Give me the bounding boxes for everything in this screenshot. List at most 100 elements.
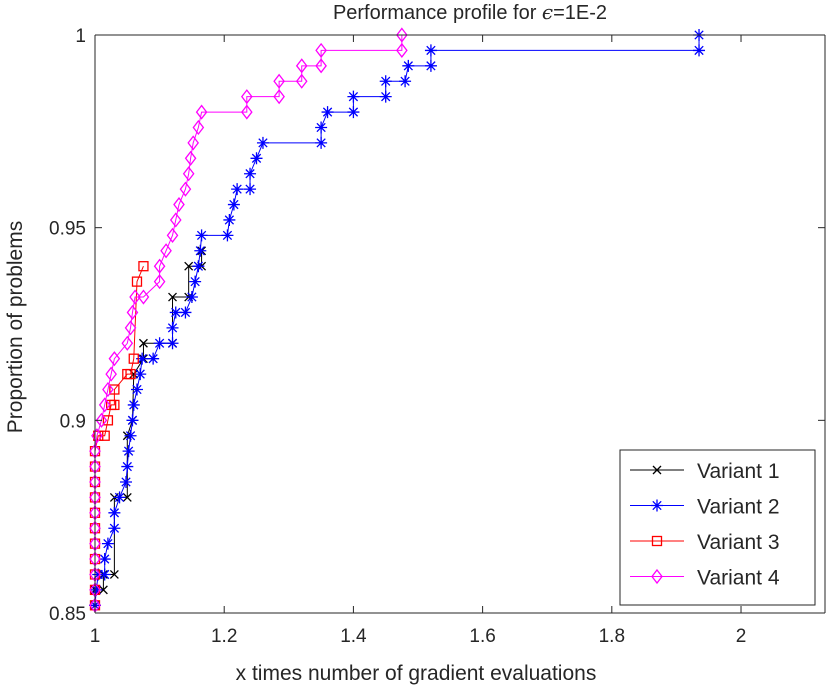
y-tick-label-3: 1 — [75, 26, 86, 47]
variant-2-point-17 — [136, 352, 149, 365]
variant-4-point-17 — [121, 335, 134, 351]
variant-4-point-42 — [396, 42, 408, 58]
variant-2-point-23 — [179, 306, 192, 319]
variant-2-point-27 — [194, 244, 207, 257]
legend-label-variant-4: Variant 4 — [697, 567, 780, 590]
variant-2-point-33 — [244, 183, 257, 196]
legend-label-variant-3: Variant 3 — [697, 531, 780, 554]
variant-1-point-6 — [122, 492, 132, 502]
variant-1-point-13 — [168, 292, 177, 302]
variant-2-point-10 — [121, 460, 134, 473]
variant-2-point-46 — [424, 59, 437, 72]
x-tick-label-3: 1.6 — [469, 626, 495, 647]
variant-2-point-39 — [321, 106, 334, 119]
variant-2-series — [89, 29, 706, 612]
variant-2-point-1 — [90, 583, 103, 596]
variant-2-point-22 — [169, 306, 182, 319]
legend-marker-variant-1 — [652, 465, 662, 475]
variant-2-point-37 — [315, 136, 328, 149]
variant-2-point-48 — [693, 44, 706, 57]
variant-4-point-24 — [160, 243, 172, 259]
variant-2-point-16 — [134, 368, 147, 381]
variant-4-point-33 — [195, 104, 208, 120]
variant-2-point-5 — [101, 537, 114, 550]
variant-2-point-13 — [126, 414, 139, 427]
variant-4-point-39 — [295, 58, 308, 74]
variant-1-point-11 — [138, 338, 148, 348]
variant-4-point-19 — [126, 304, 139, 321]
variant-2-point-7 — [108, 506, 121, 519]
variant-4-point-36 — [273, 89, 285, 105]
chart-title: Performance profile for ϵ=1E-2 — [333, 0, 607, 24]
variant-2-point-20 — [166, 337, 179, 350]
x-tick-label-4: 1.8 — [599, 626, 625, 647]
variant-2-point-4 — [98, 553, 111, 566]
variant-2-point-47 — [424, 44, 437, 57]
x-tick-label-5: 2 — [736, 626, 747, 647]
legend-entry-variant-1: Variant 1 — [630, 460, 780, 483]
variant-4-point-22 — [153, 274, 166, 290]
x-tick-label-1: 1.2 — [211, 626, 237, 647]
variant-4-point-35 — [240, 89, 253, 105]
legend-box — [619, 449, 816, 606]
variant-2-point-12 — [124, 429, 137, 442]
variant-4-point-28 — [179, 181, 192, 197]
variant-2-point-9 — [120, 475, 133, 488]
variant-1-line — [94, 250, 203, 606]
legend-marker-variant-2 — [651, 499, 663, 512]
legend-marker-variant-4 — [651, 568, 663, 585]
variant-4-point-38 — [295, 73, 308, 89]
variant-2-point-3 — [98, 568, 111, 581]
variant-4-point-31 — [187, 135, 200, 151]
legend: Variant 1 Variant 2 Variant 3 Variant 4 — [619, 449, 816, 606]
variant-2-point-11 — [122, 445, 135, 458]
variant-2-point-41 — [347, 90, 360, 103]
variant-4-point-14 — [102, 381, 114, 398]
variant-4-point-40 — [315, 58, 327, 74]
variant-2-point-43 — [379, 75, 392, 88]
variant-4-point-11 — [91, 428, 103, 444]
variant-2-point-31 — [227, 198, 240, 211]
variant-4-point-18 — [124, 320, 137, 336]
variant-3-point-12 — [99, 430, 110, 441]
variant-2-point-35 — [250, 152, 263, 165]
variant-2-point-45 — [402, 59, 415, 72]
y-axis-label: Proportion of problems — [4, 221, 27, 433]
y-tick-label-2: 0.95 — [49, 219, 86, 240]
variant-3-point-16 — [109, 384, 120, 395]
variant-4-point-29 — [182, 166, 195, 182]
variant-4-point-27 — [173, 196, 185, 213]
x-tick-label-0: 1 — [90, 626, 101, 647]
legend-label-variant-2: Variant 2 — [697, 496, 780, 519]
legend-marker-variant-3 — [651, 535, 663, 547]
variant-4-point-43 — [396, 27, 408, 43]
variant-4-point-15 — [105, 366, 117, 382]
variant-2-point-6 — [108, 522, 121, 535]
variant-2-point-29 — [221, 229, 234, 242]
variant-2-point-14 — [127, 398, 140, 411]
variant-2-point-21 — [166, 321, 179, 334]
variant-2-point-24 — [185, 291, 198, 304]
legend-entry-variant-2: Variant 2 — [630, 496, 780, 519]
variant-2-point-38 — [315, 121, 328, 134]
variant-4-point-16 — [108, 351, 121, 367]
variant-4-point-26 — [169, 212, 182, 228]
axes: 1 1.2 1.4 1.6 1.8 2 0.85 0.9 0.95 1 — [49, 26, 826, 647]
variant-2-point-2 — [92, 568, 105, 581]
variant-4-point-23 — [153, 258, 166, 274]
variant-2-point-15 — [130, 383, 143, 396]
variant-4-point-32 — [192, 119, 205, 136]
variant-2-point-8 — [113, 491, 126, 504]
variant-2-point-32 — [231, 183, 244, 196]
variant-4-point-21 — [137, 289, 150, 305]
variant-4-point-13 — [98, 397, 111, 413]
x-tick-label-2: 1.4 — [340, 626, 367, 647]
variant-4-point-37 — [273, 73, 285, 89]
y-tick-label-1: 0.9 — [60, 411, 86, 432]
variant-3-point-21 — [138, 261, 149, 272]
variant-3-point-20 — [131, 276, 143, 287]
variant-1-point-15 — [184, 261, 194, 271]
variant-2-point-36 — [256, 136, 269, 149]
variant-4-point-41 — [315, 42, 327, 58]
